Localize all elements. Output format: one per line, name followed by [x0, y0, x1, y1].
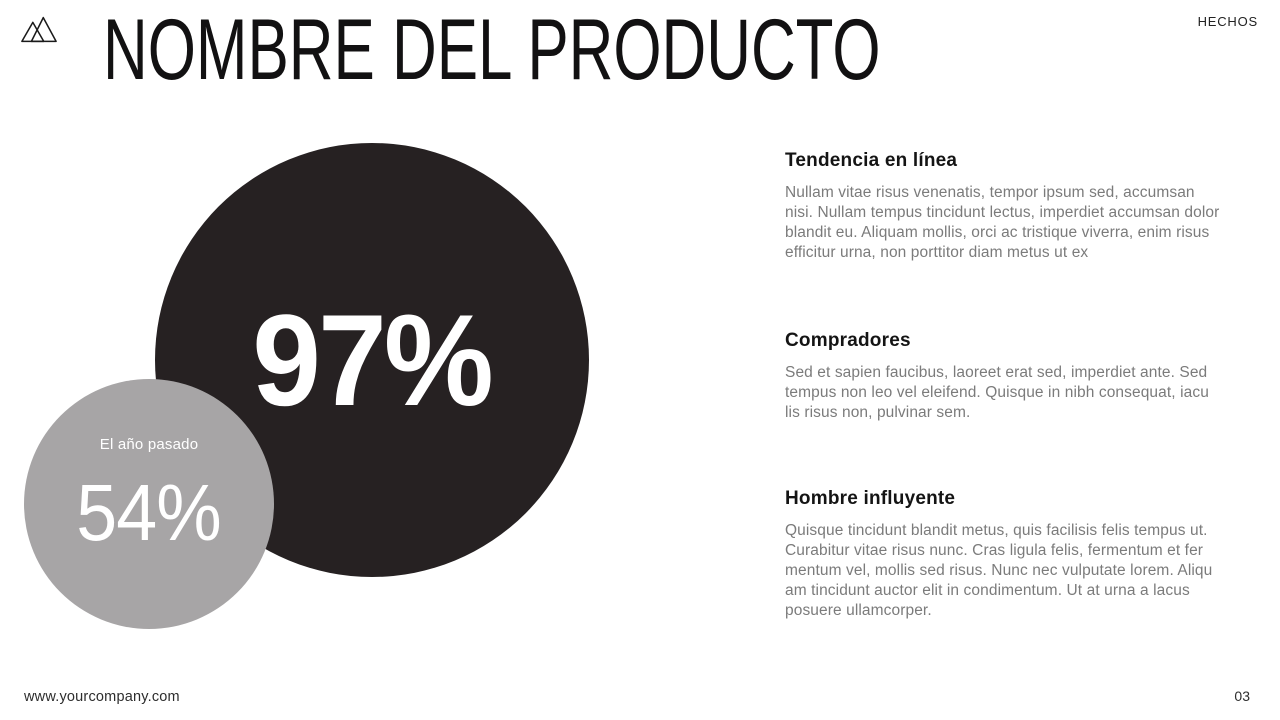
- section-tendencia-en-linea: Tendencia en línea Nullam vitae risus ve…: [785, 148, 1223, 263]
- section-body: Quisque tincidunt blandit metus, quis fa…: [785, 522, 1213, 619]
- section-compradores: Compradores Sed et sapien faucibus, laor…: [785, 328, 1223, 423]
- secondary-stat-value: 54%: [76, 467, 222, 557]
- section-heading: Tendencia en línea: [785, 150, 958, 171]
- section-hombre-influyente: Hombre influyente Quisque tincidunt blan…: [785, 486, 1223, 621]
- section-body: Nullam vitae risus venenatis, tempor ips…: [785, 184, 1220, 261]
- footer-page-number: 03: [1234, 688, 1250, 704]
- slide-section-tag: HECHOS: [1197, 14, 1258, 29]
- main-stat-value: 97%: [252, 287, 494, 433]
- secondary-stat-circle: El año pasado 54%: [24, 379, 274, 629]
- section-body: Sed et sapien faucibus, laoreet erat sed…: [785, 364, 1209, 421]
- secondary-stat-label: El año pasado: [99, 435, 199, 453]
- section-heading: Hombre influyente: [785, 488, 956, 509]
- slide-title: NOMBRE DEL PRODUCTO: [103, 2, 881, 98]
- footer-website: www.yourcompany.com: [24, 689, 180, 705]
- section-heading: Compradores: [785, 330, 911, 351]
- double-mountain-logo-icon: [21, 16, 57, 43]
